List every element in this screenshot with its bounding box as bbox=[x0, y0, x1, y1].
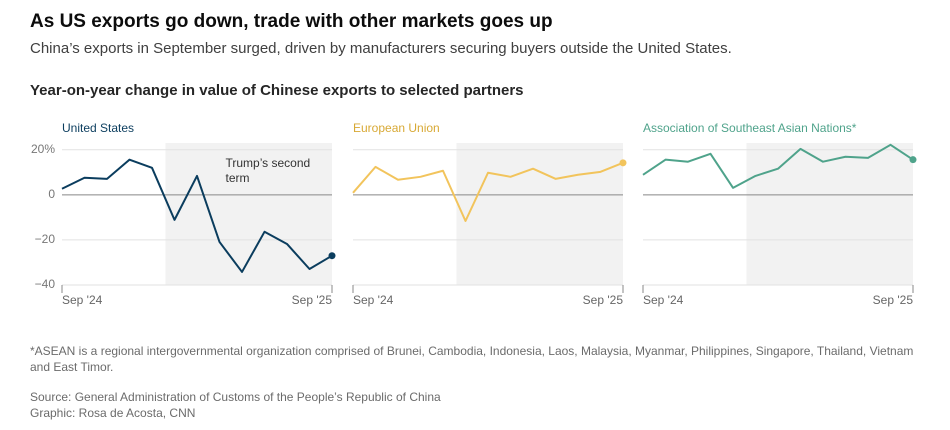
source: Source: General Administration of Custom… bbox=[30, 390, 441, 404]
chart: 20% 0 −20 −40 Trump’s second term Sep '24 Sep '… bbox=[31, 121, 917, 307]
series-line bbox=[61, 158, 333, 273]
x-tick-label: Sep '25 bbox=[873, 293, 914, 307]
x-tick-label: Sep '24 bbox=[353, 293, 394, 307]
x-tick-label: Sep '24 bbox=[643, 293, 684, 307]
x-tick-label: Sep '24 bbox=[62, 293, 103, 307]
shaded-period bbox=[456, 143, 623, 285]
subtitle: China’s exports in September surged, dri… bbox=[30, 40, 732, 57]
x-tick-label: Sep '25 bbox=[292, 293, 333, 307]
end-point bbox=[328, 252, 336, 260]
annotation: Trump’s second term bbox=[226, 156, 311, 185]
series-line bbox=[352, 161, 624, 222]
credit: Graphic: Rosa de Acosta, CNN bbox=[30, 406, 196, 420]
title: As US exports go down, trade with other … bbox=[30, 11, 553, 32]
end-point bbox=[909, 156, 917, 164]
end-point bbox=[619, 159, 627, 167]
shaded-period bbox=[746, 143, 913, 285]
x-tick-label: Sep '25 bbox=[583, 293, 624, 307]
y-tick-label: 20% bbox=[31, 142, 55, 156]
y-tick-label: −40 bbox=[35, 277, 56, 291]
chart-title: Year-on-year change in value of Chinese … bbox=[30, 82, 524, 99]
footnote: *ASEAN is a regional intergovernmental o… bbox=[30, 344, 914, 374]
y-tick-label: 0 bbox=[48, 187, 55, 201]
y-tick-label: −20 bbox=[35, 232, 56, 246]
series-line bbox=[642, 143, 914, 189]
panel-title: European Union bbox=[353, 121, 440, 135]
panel-title: Association of Southeast Asian Nations* bbox=[643, 121, 857, 135]
panel-title: United States bbox=[62, 121, 134, 135]
